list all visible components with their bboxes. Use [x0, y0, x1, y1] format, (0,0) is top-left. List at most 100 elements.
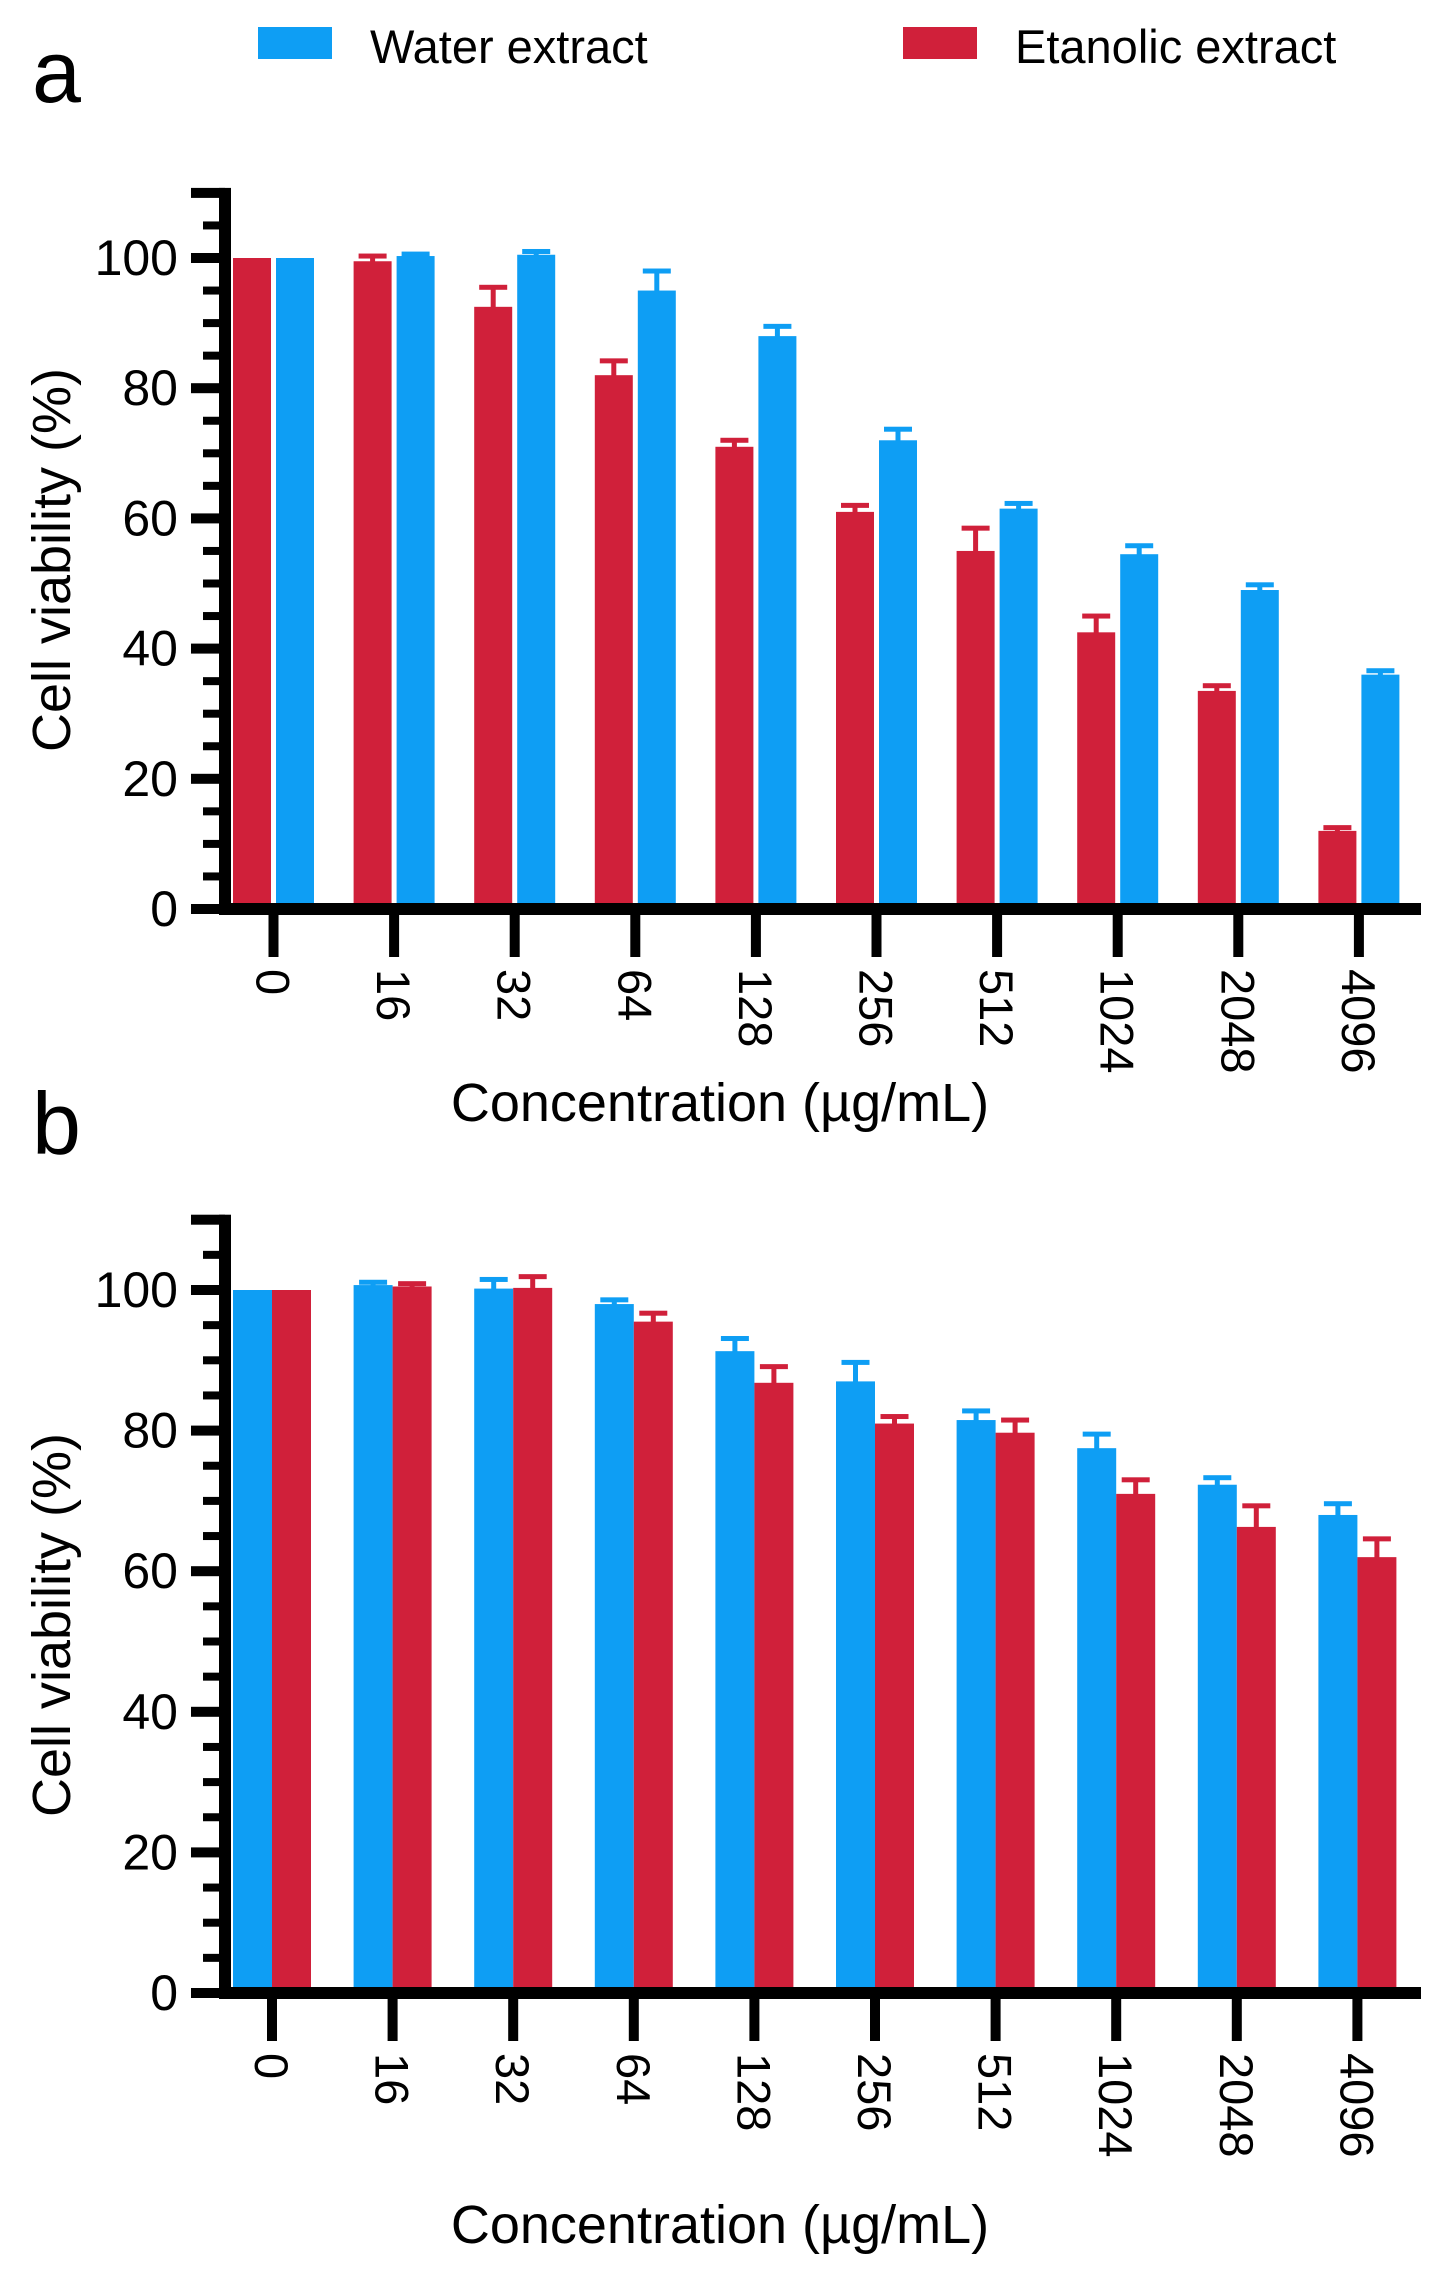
bar [1116, 1493, 1156, 1998]
y-tick-label: 0 [150, 881, 178, 937]
y-major-tick [191, 253, 225, 263]
error-bar-cap [884, 426, 912, 432]
x-tick-label: 512 [969, 2053, 1022, 2131]
y-minor-tick [203, 1602, 225, 1611]
bar [956, 550, 995, 914]
y-tick-label: 40 [122, 621, 178, 677]
x-tick-label: 64 [607, 2053, 660, 2105]
y-minor-tick [203, 1883, 225, 1892]
error-bar-cap [522, 248, 551, 254]
y-minor-tick [203, 286, 225, 295]
y-major-tick [191, 383, 225, 394]
error-bar-cap [1245, 582, 1274, 588]
x-tick-label: 128 [729, 969, 782, 1047]
y-major-tick [191, 1988, 225, 1998]
bar [594, 1304, 634, 1998]
bar [392, 1286, 432, 1998]
error-bar-stem [731, 440, 737, 451]
error-bar-stem [1094, 1434, 1100, 1453]
bar [474, 306, 513, 914]
y-major-tick [191, 1425, 225, 1436]
x-tick [1233, 915, 1244, 957]
panel-a-letter: a [32, 22, 81, 121]
error-bar-stem [370, 1282, 376, 1290]
error-bar-stem [1253, 1505, 1259, 1531]
error-bar-stem [1012, 1420, 1018, 1437]
error-bar-stem [654, 271, 660, 295]
error-bar-cap [1242, 1503, 1271, 1509]
error-bar-cap [600, 1297, 629, 1303]
error-bar-stem [1214, 685, 1220, 695]
error-bar-stem [1334, 827, 1340, 835]
error-bar-stem [973, 1410, 979, 1425]
x-tick-label: 0 [247, 969, 300, 995]
error-bar-stem [1377, 670, 1383, 679]
error-bar-cap [1366, 668, 1395, 674]
y-minor-tick [203, 1461, 225, 1470]
error-bar-cap [1082, 1431, 1111, 1437]
x-tick-label: 32 [486, 2053, 539, 2105]
y-major-tick [191, 1706, 225, 1717]
y-tick-label: 100 [95, 1262, 178, 1318]
error-bar-stem [892, 1416, 897, 1428]
error-bar-cap [763, 323, 792, 329]
bar [594, 375, 633, 914]
error-bar-cap [479, 284, 508, 290]
panel-a-x-axis-title: Concentration (µg/mL) [450, 1073, 990, 1133]
panel-b-x-axis-title: Concentration (µg/mL) [450, 2195, 990, 2255]
x-tick-label: 4096 [1330, 2053, 1383, 2158]
x-tick-label: 512 [970, 969, 1023, 1047]
legend-swatch-water [258, 27, 332, 59]
x-tick [870, 1999, 880, 2041]
bar [879, 440, 917, 914]
x-tick [508, 1999, 519, 2041]
x-tick-label: 256 [850, 969, 903, 1047]
y-tick-label: 0 [150, 1965, 178, 2021]
error-bar-stem [1374, 1538, 1380, 1562]
error-bar-cap [479, 1276, 508, 1282]
x-tick [630, 915, 641, 957]
error-bar-stem [1016, 503, 1022, 513]
y-minor-tick [203, 872, 225, 881]
error-bar-cap [518, 1274, 547, 1280]
error-bar-stem [1133, 1479, 1139, 1498]
bar [396, 256, 435, 914]
error-bar-stem [370, 256, 376, 266]
y-minor-tick [203, 709, 225, 718]
y-minor-tick [203, 677, 225, 686]
bar [1318, 830, 1357, 914]
error-bar-cap [599, 358, 628, 364]
y-minor-tick [203, 807, 225, 816]
y-minor-tick [203, 579, 225, 588]
x-axis-line [219, 1987, 1421, 1999]
error-bar-stem [611, 1299, 617, 1309]
error-bar-cap [961, 525, 990, 531]
error-bar-cap [841, 1359, 870, 1365]
error-bar-cap [639, 1310, 668, 1316]
panel-b-letter: b [32, 1074, 81, 1173]
error-bar-stem [650, 1313, 656, 1326]
error-bar-cap [1121, 1477, 1150, 1483]
error-bar-cap [720, 437, 749, 443]
bar [875, 1423, 914, 1998]
y-minor-tick [203, 351, 225, 360]
x-tick [749, 1999, 760, 2041]
x-tick [389, 915, 400, 957]
x-tick-label: 1024 [1089, 2053, 1142, 2158]
error-bar-cap [962, 1408, 991, 1414]
x-tick [1353, 915, 1364, 957]
bar [1077, 632, 1116, 914]
bar [1318, 1514, 1358, 1998]
x-tick-label: 2048 [1211, 969, 1264, 1074]
x-tick [871, 915, 882, 957]
error-bar-cap [720, 1336, 749, 1342]
legend-swatch-etanolic [903, 27, 977, 59]
bar [956, 1420, 996, 1998]
error-bar-stem [491, 1279, 497, 1293]
error-bar-cap [759, 1364, 788, 1370]
error-bar-cap [1203, 1475, 1232, 1481]
error-bar-stem [895, 429, 901, 445]
y-tick-label: 20 [122, 751, 178, 807]
error-bar-stem [530, 1276, 536, 1292]
